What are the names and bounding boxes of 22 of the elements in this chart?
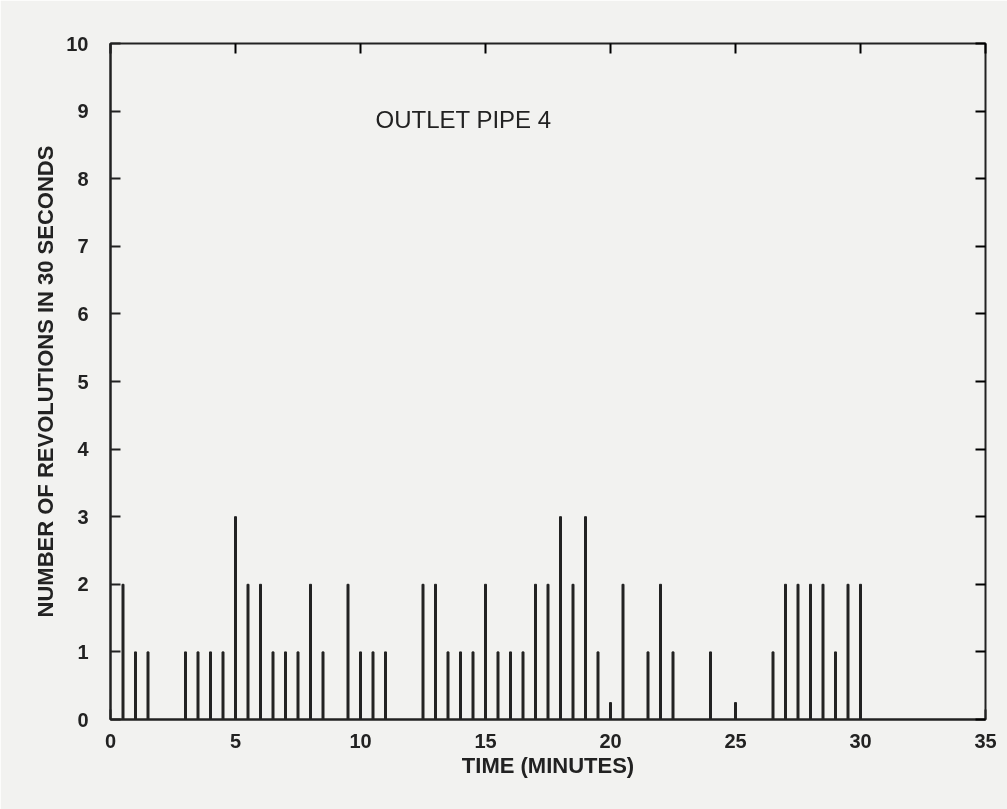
x-tick-label: 15 bbox=[474, 729, 497, 752]
y-tick-label: 8 bbox=[77, 167, 89, 190]
y-tick-label: 3 bbox=[77, 505, 89, 528]
x-tick-label: 35 bbox=[974, 729, 997, 752]
x-tick-label: 10 bbox=[349, 729, 372, 752]
x-tick-label: 20 bbox=[599, 729, 622, 752]
x-axis-title: TIME (MINUTES) bbox=[461, 752, 635, 778]
text: OUTLET PIPE 4 bbox=[375, 106, 552, 133]
y-tick-label: 1 bbox=[77, 640, 89, 663]
y-tick-label: 5 bbox=[77, 370, 89, 393]
x-tick-label: 0 bbox=[104, 729, 117, 752]
y-tick-label: 10 bbox=[66, 32, 89, 55]
x-tick-label: 30 bbox=[849, 729, 872, 752]
x-tick-label: 25 bbox=[724, 729, 747, 752]
y-axis-title: NUMBER OF REVOLUTIONS IN 30 SECONDS bbox=[33, 145, 59, 618]
y-tick-label: 7 bbox=[77, 235, 89, 258]
x-tick-label: 5 bbox=[229, 729, 242, 752]
y-tick-label: 0 bbox=[77, 708, 89, 731]
y-tick-label: 9 bbox=[77, 100, 89, 123]
y-tick-label: 6 bbox=[77, 302, 89, 325]
y-tick-label: 2 bbox=[77, 573, 89, 596]
y-tick-label: 4 bbox=[77, 438, 90, 461]
